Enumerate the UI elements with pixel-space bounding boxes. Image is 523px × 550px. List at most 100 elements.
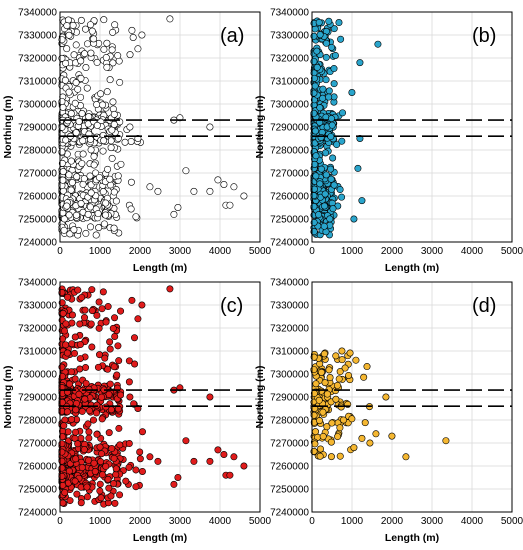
- data-point-c: [126, 393, 134, 401]
- data-point-c: [81, 395, 89, 403]
- y-tick-label-d: 7280000: [270, 416, 309, 427]
- data-point-c: [112, 465, 120, 473]
- data-point-c: [170, 480, 178, 488]
- y-tick-label-d: 7330000: [270, 301, 309, 312]
- data-point-c: [82, 379, 90, 387]
- data-point-b: [339, 109, 347, 117]
- data-point-a: [72, 129, 80, 137]
- data-point-c: [90, 459, 98, 467]
- data-point-d: [360, 373, 368, 381]
- data-point-d: [336, 424, 344, 432]
- x-tick-label-c: 4000: [209, 516, 232, 527]
- data-point-c: [63, 349, 71, 357]
- data-point-c: [125, 378, 133, 386]
- x-tick-label-a: 2000: [129, 246, 152, 257]
- data-point-a: [190, 187, 198, 195]
- data-point-a: [86, 172, 94, 180]
- data-point-c: [62, 320, 70, 328]
- data-point-c: [97, 458, 105, 466]
- data-point-c: [67, 368, 75, 376]
- data-point-c: [116, 441, 124, 449]
- data-point-a: [65, 211, 73, 219]
- x-tick-label-a: 4000: [209, 246, 232, 257]
- data-point-d: [328, 419, 336, 427]
- data-point-b: [317, 133, 325, 141]
- data-point-c: [60, 422, 68, 430]
- data-point-d: [358, 434, 366, 442]
- data-point-a: [62, 59, 70, 67]
- data-point-d: [338, 347, 346, 355]
- data-point-a: [63, 45, 71, 53]
- data-point-c: [138, 301, 146, 309]
- x-tick-label-a: 5000: [249, 246, 272, 257]
- data-point-a: [65, 88, 73, 96]
- data-point-c: [110, 480, 118, 488]
- data-point-a: [112, 197, 120, 205]
- data-point-a: [84, 40, 92, 48]
- data-point-a: [114, 52, 122, 60]
- x-tick-label-a: 1000: [89, 246, 112, 257]
- x-tick-label-b: 1000: [341, 246, 364, 257]
- data-point-c: [91, 468, 99, 476]
- data-point-c: [99, 288, 107, 296]
- data-point-c: [117, 391, 125, 399]
- data-point-b: [310, 228, 318, 236]
- data-point-b: [327, 115, 335, 123]
- data-point-a: [100, 220, 108, 228]
- y-tick-label-b: 7240000: [270, 238, 309, 249]
- data-point-a: [100, 16, 108, 24]
- data-point-a: [206, 187, 214, 195]
- data-point-c: [109, 324, 117, 332]
- y-tick-label-c: 7280000: [18, 416, 57, 427]
- data-point-a: [58, 159, 66, 167]
- data-point-d: [350, 444, 358, 452]
- data-point-a: [85, 113, 93, 121]
- data-point-a: [103, 39, 111, 47]
- data-point-c: [84, 420, 92, 428]
- data-point-c: [83, 493, 91, 501]
- data-point-a: [69, 21, 77, 29]
- data-point-c: [76, 365, 84, 373]
- y-tick-label-d: 7310000: [270, 347, 309, 358]
- data-point-c: [61, 489, 69, 497]
- data-point-a: [102, 54, 110, 62]
- y-tick-label-b: 7250000: [270, 215, 309, 226]
- data-point-c: [96, 487, 104, 495]
- data-point-b: [338, 137, 346, 145]
- data-point-a: [92, 231, 100, 239]
- plot-area-d: 0 1000 2000 3000 4000 5000 7240000 7250000 72600…: [270, 278, 523, 528]
- data-point-b: [330, 65, 338, 73]
- data-point-a: [90, 35, 98, 43]
- data-point-a: [59, 168, 67, 176]
- data-point-b: [316, 31, 324, 39]
- data-point-a: [226, 201, 234, 209]
- data-point-d: [388, 432, 396, 440]
- x-tick-label-d: 4000: [461, 516, 484, 527]
- y-tick-label-d: 7270000: [270, 439, 309, 450]
- data-point-c: [72, 406, 80, 414]
- data-point-c: [132, 466, 140, 474]
- x-tick-label-a: 0: [57, 246, 63, 257]
- data-point-a: [86, 21, 94, 29]
- data-point-c: [95, 324, 103, 332]
- data-point-c: [98, 471, 106, 479]
- data-point-b: [312, 152, 320, 160]
- data-point-d: [402, 453, 410, 461]
- data-point-d: [312, 380, 320, 388]
- data-point-a: [82, 64, 90, 72]
- data-point-a: [93, 101, 101, 109]
- data-point-c: [59, 335, 67, 343]
- data-point-b: [356, 59, 364, 67]
- data-point-a: [80, 175, 88, 183]
- data-point-a: [100, 45, 108, 53]
- data-point-c: [73, 490, 81, 498]
- data-point-a: [129, 34, 137, 42]
- data-point-d: [316, 417, 324, 425]
- data-point-a: [90, 152, 98, 160]
- x-tick-label-b: 0: [309, 246, 315, 257]
- data-point-c: [71, 477, 79, 485]
- panel-c: 0 1000 2000 3000 4000 5000 7240000 7250000 72600…: [2, 278, 272, 545]
- data-point-c: [138, 428, 146, 436]
- y-tick-label-d: 7260000: [270, 462, 309, 473]
